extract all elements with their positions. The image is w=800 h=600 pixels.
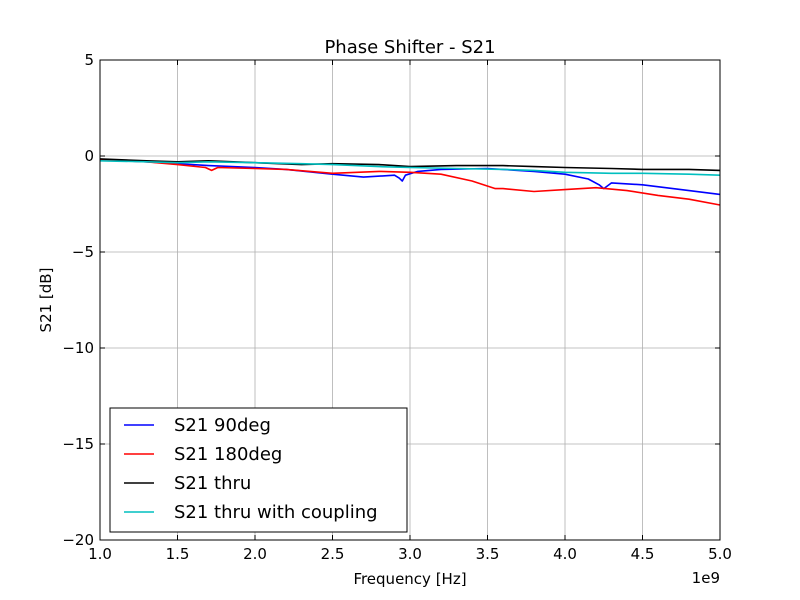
y-tick-label: −10 (62, 339, 94, 357)
x-tick-label: 3.5 (476, 545, 500, 563)
y-tick-label: −15 (62, 435, 94, 453)
x-tick-label: 2.5 (321, 545, 345, 563)
x-axis-label: Frequency [Hz] (353, 570, 466, 588)
series-line-1 (99, 159, 721, 206)
legend: S21 90deg S21 180deg S21 thru S21 thru with… (109, 407, 408, 533)
axis-ticks: 1.0 1.5 2.0 2.5 3.0 3.5 4.0 4.5 5.0 5 0 −5 −10 −15 −20 (62, 51, 732, 563)
x-tick-label: 3.0 (398, 545, 422, 563)
x-tick-label: 1.5 (166, 545, 190, 563)
y-axis-label: S21 [dB] (37, 268, 55, 333)
legend-label-0: S21 90deg (174, 415, 271, 436)
x-axis-offset-label: 1e9 (692, 569, 720, 587)
x-tick-label: 1.0 (88, 545, 112, 563)
series-line-2 (99, 158, 721, 172)
legend-frame (109, 407, 408, 533)
legend-label-2: S21 thru (174, 473, 251, 494)
x-tick-label: 2.0 (243, 545, 267, 563)
chart-title: Phase Shifter - S21 (324, 37, 495, 58)
y-tick-label: 5 (84, 51, 94, 69)
x-tick-label: 4.0 (553, 545, 577, 563)
x-tick-label: 4.5 (631, 545, 655, 563)
legend-label-1: S21 180deg (174, 444, 282, 465)
plot-series (99, 158, 721, 206)
y-tick-label: −20 (62, 531, 94, 549)
series-line-0 (99, 159, 721, 196)
y-tick-label: 0 (84, 147, 94, 165)
y-tick-label: −5 (72, 243, 94, 261)
legend-label-3: S21 thru with coupling (174, 502, 378, 523)
x-tick-label: 5.0 (708, 545, 732, 563)
series-line-3 (99, 160, 721, 176)
